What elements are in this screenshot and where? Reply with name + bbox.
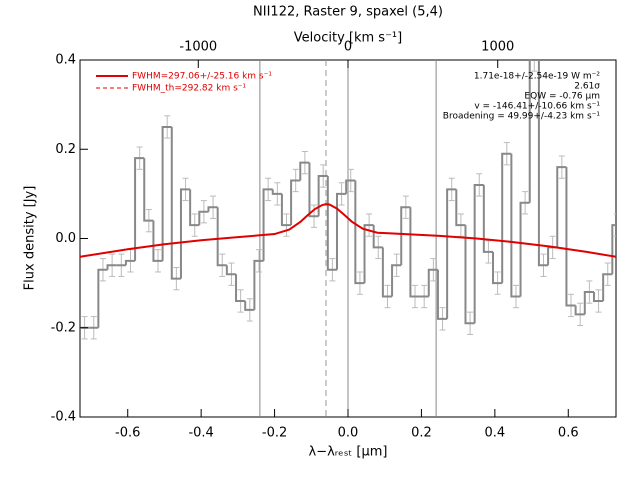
y-tick-label: -0.2	[51, 320, 76, 335]
histogram-step	[225, 265, 237, 276]
histogram-step	[345, 179, 356, 194]
y-tick-label: 0.4	[55, 53, 76, 68]
y-tick-label: 0.0	[55, 231, 76, 246]
histogram-step	[400, 206, 411, 266]
histogram-step	[326, 176, 337, 271]
chart-title: NII122, Raster 9, spaxel (5,4)	[253, 5, 443, 20]
x2-label: Velocity [km s⁻¹]	[294, 31, 402, 46]
histogram-step	[124, 259, 136, 266]
fit-line	[80, 203, 616, 258]
annotation: EQW = -0.76 μm	[524, 92, 600, 102]
histogram-step	[189, 189, 200, 227]
x-tick-label: 0.2	[411, 426, 432, 441]
histogram-step	[262, 188, 273, 261]
histogram-step	[464, 225, 475, 325]
x2-tick-label: -1000	[179, 40, 217, 55]
histogram-step	[198, 210, 209, 226]
histogram-step	[335, 192, 347, 270]
y-label: Flux density [Jy]	[23, 186, 38, 291]
histogram-step	[537, 60, 549, 267]
histogram-step	[409, 207, 420, 298]
x-tick-label: -0.4	[188, 426, 213, 441]
histogram-step	[216, 207, 227, 267]
histogram-step	[501, 152, 512, 284]
y-tick-label: 0.2	[55, 142, 76, 157]
histogram-step	[473, 183, 484, 324]
annotation: Broadening = 49.99+/-4.23 km s⁻¹	[443, 112, 601, 122]
x2-tick-label: 0	[344, 40, 352, 55]
histogram-step	[106, 264, 117, 270]
histogram-step	[391, 264, 402, 297]
histogram-step	[253, 259, 264, 310]
histogram-step	[244, 300, 255, 311]
histogram-step	[308, 162, 319, 218]
histogram-step	[317, 175, 328, 217]
histogram-step	[299, 161, 310, 181]
histogram-step	[519, 201, 530, 297]
histogram-step	[280, 193, 292, 227]
plot-area	[80, 60, 616, 417]
histogram-step	[602, 273, 613, 301]
y-tick-label: -0.4	[51, 410, 76, 425]
histogram-step	[556, 166, 567, 248]
x-tick-label: -0.2	[262, 426, 287, 441]
histogram-step	[235, 274, 246, 302]
x-tick-label: 0.4	[485, 426, 506, 441]
histogram-step	[510, 153, 521, 298]
histogram-step	[427, 268, 438, 297]
histogram-step	[152, 220, 163, 262]
histogram-step	[583, 291, 594, 315]
histogram-step	[143, 158, 154, 222]
histogram-step	[134, 157, 145, 261]
annotation: 2.61σ	[574, 82, 600, 92]
histogram-step	[574, 305, 585, 316]
histogram-step	[97, 268, 108, 328]
histogram-step	[207, 206, 218, 212]
histogram-step	[290, 179, 301, 226]
histogram-step	[565, 167, 576, 307]
histogram-step	[492, 251, 503, 285]
x-tick-label: 0.6	[558, 426, 579, 441]
x-tick-label: -0.6	[115, 426, 140, 441]
annotation: v = -146.41+/-10.66 km s⁻¹	[474, 102, 600, 112]
legend-label: FWHM_th=292.82 km s⁻¹	[132, 84, 247, 94]
histogram-step	[611, 224, 616, 275]
histogram-step	[161, 125, 172, 261]
histogram-step	[363, 224, 374, 284]
x2-tick-label: 1000	[481, 40, 514, 55]
histogram-step	[170, 126, 181, 280]
histogram-step	[446, 188, 457, 319]
histogram-step	[179, 188, 191, 279]
histogram-step	[482, 184, 494, 253]
x-tick-label: 0.0	[338, 426, 359, 441]
histogram-step	[271, 189, 282, 195]
annotation: 1.71e-18+/-2.54e-19 W m⁻²	[474, 72, 601, 82]
x-label: λ−λᵣₑₛₜ [μm]	[309, 445, 388, 460]
legend-label: FWHM=297.06+/-25.16 km s⁻¹	[132, 72, 272, 82]
histogram-step	[455, 189, 466, 227]
histogram-step	[528, 60, 539, 203]
histogram-step	[436, 269, 448, 320]
histogram-step	[381, 247, 393, 298]
histogram-step	[592, 292, 604, 302]
histogram-step	[354, 180, 365, 285]
